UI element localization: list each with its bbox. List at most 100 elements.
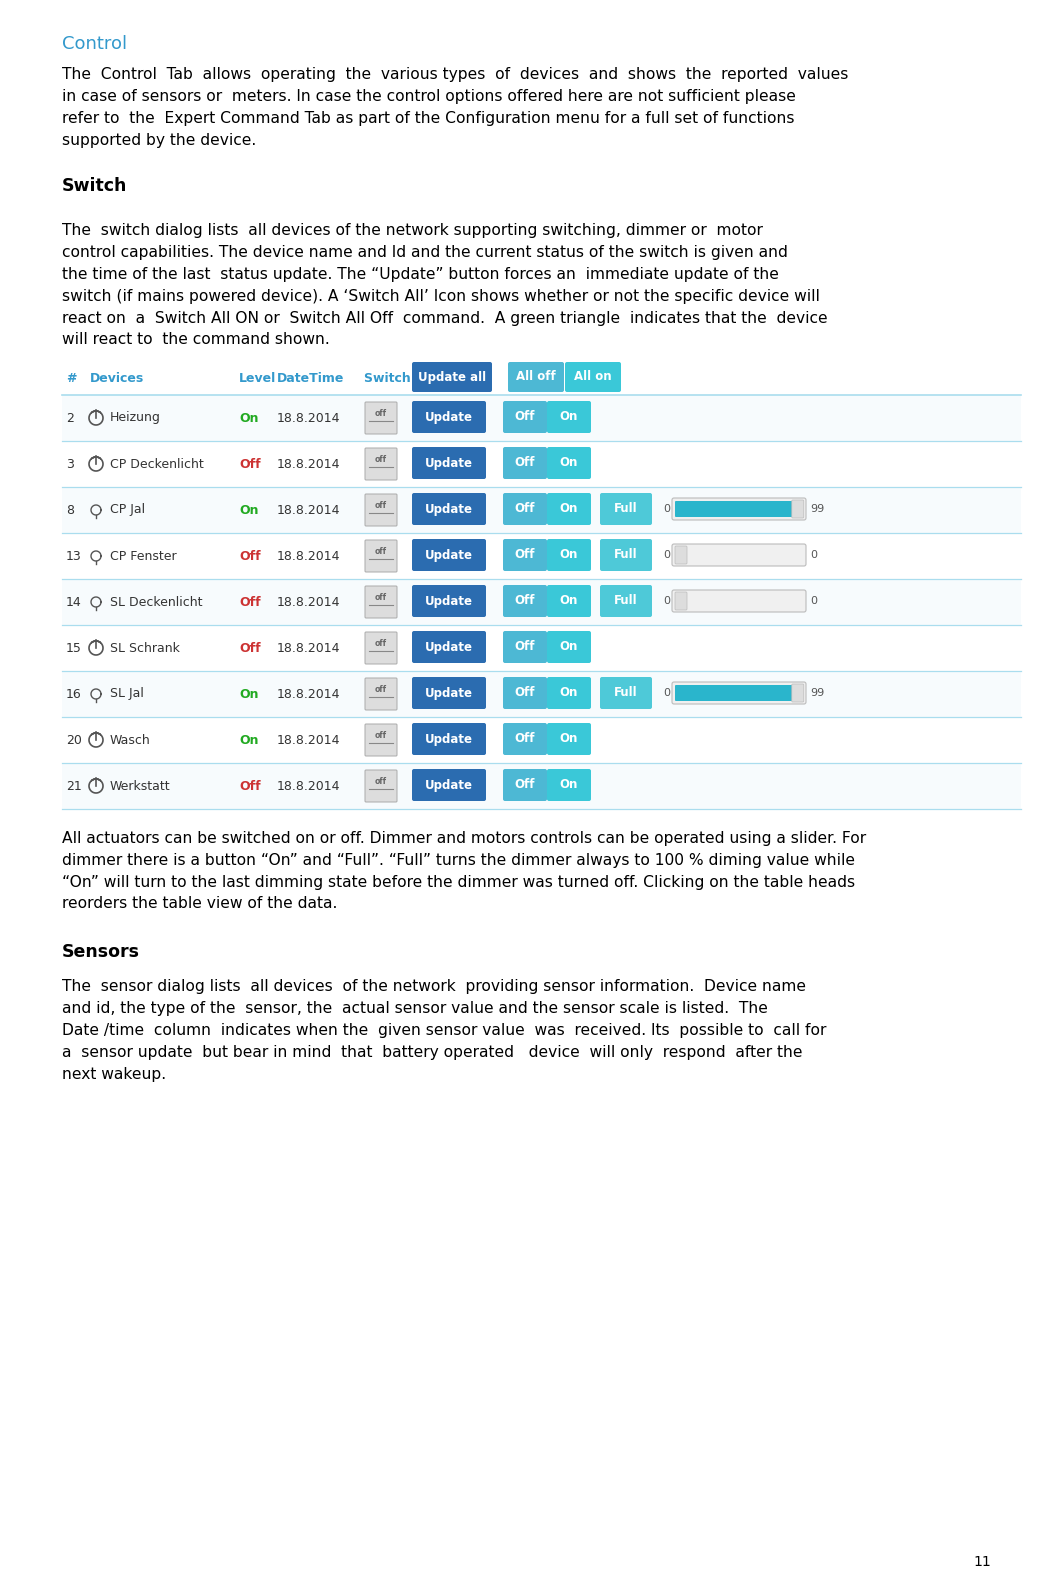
Text: On: On	[560, 686, 578, 700]
Text: #: #	[66, 372, 77, 385]
Text: a  sensor update  but bear in mind  that  battery operated   device  will only  : a sensor update but bear in mind that ba…	[62, 1044, 802, 1060]
Text: off: off	[375, 592, 388, 602]
Text: CP Deckenlicht: CP Deckenlicht	[110, 458, 203, 470]
Text: Off: Off	[239, 458, 261, 470]
Text: The  switch dialog lists  all devices of the network supporting switching, dimme: The switch dialog lists all devices of t…	[62, 222, 762, 238]
FancyBboxPatch shape	[508, 363, 564, 391]
FancyBboxPatch shape	[365, 632, 397, 664]
Bar	[62, 580, 1021, 626]
FancyBboxPatch shape	[412, 676, 486, 710]
Text: The  sensor dialog lists  all devices  of the network  providing sensor informat: The sensor dialog lists all devices of t…	[62, 979, 806, 993]
Text: reorders the table view of the data.: reorders the table view of the data.	[62, 897, 337, 911]
Text: 18.8.2014: 18.8.2014	[277, 779, 340, 792]
Text: Off: Off	[239, 642, 261, 654]
FancyBboxPatch shape	[547, 722, 591, 756]
Text: Update: Update	[425, 686, 473, 700]
Text: 0: 0	[663, 550, 670, 561]
Text: Level: Level	[239, 372, 276, 385]
FancyBboxPatch shape	[547, 539, 591, 570]
Text: SL Schrank: SL Schrank	[110, 642, 180, 654]
FancyBboxPatch shape	[672, 683, 806, 703]
Text: Off: Off	[515, 778, 535, 792]
Text: Switch: Switch	[62, 177, 127, 195]
FancyBboxPatch shape	[675, 684, 798, 702]
Text: 0: 0	[663, 596, 670, 607]
Text: Update: Update	[425, 594, 473, 608]
Bar	[62, 440, 1021, 486]
Text: Update: Update	[425, 732, 473, 746]
Text: On: On	[560, 410, 578, 423]
FancyBboxPatch shape	[503, 676, 547, 710]
Text: On: On	[560, 594, 578, 608]
Text: Update: Update	[425, 410, 473, 423]
Text: On: On	[560, 548, 578, 561]
FancyBboxPatch shape	[547, 630, 591, 664]
Text: react on  a  Switch All ON or  Switch All Off  command.  A green triangle  indic: react on a Switch All ON or Switch All O…	[62, 310, 828, 325]
Bar	[62, 763, 1021, 809]
FancyBboxPatch shape	[672, 543, 806, 565]
Text: All off: All off	[516, 371, 556, 383]
Text: All on: All on	[574, 371, 612, 383]
Text: Off: Off	[515, 456, 535, 469]
FancyBboxPatch shape	[675, 592, 687, 610]
FancyBboxPatch shape	[412, 584, 486, 618]
Text: On: On	[560, 778, 578, 792]
Text: On: On	[560, 502, 578, 515]
FancyBboxPatch shape	[365, 724, 397, 756]
Text: supported by the device.: supported by the device.	[62, 133, 256, 147]
Text: SL Jal: SL Jal	[110, 687, 144, 700]
Bar	[62, 672, 1021, 718]
Text: Wasch: Wasch	[110, 733, 151, 746]
Bar	[62, 532, 1021, 580]
Text: “On” will turn to the last dimming state before the dimmer was turned off. Click: “On” will turn to the last dimming state…	[62, 874, 855, 890]
FancyBboxPatch shape	[792, 684, 803, 702]
FancyBboxPatch shape	[365, 586, 397, 618]
FancyBboxPatch shape	[600, 584, 652, 618]
FancyBboxPatch shape	[503, 401, 547, 432]
Text: Update: Update	[425, 640, 473, 654]
Text: 18.8.2014: 18.8.2014	[277, 550, 340, 562]
Text: 18.8.2014: 18.8.2014	[277, 733, 340, 746]
Text: On: On	[560, 456, 578, 469]
Text: Update: Update	[425, 456, 473, 469]
Text: 20: 20	[66, 733, 82, 746]
Text: 18.8.2014: 18.8.2014	[277, 458, 340, 470]
Text: Update: Update	[425, 502, 473, 515]
Text: All actuators can be switched on or off. Dimmer and motors controls can be opera: All actuators can be switched on or off.…	[62, 830, 867, 846]
FancyBboxPatch shape	[412, 363, 492, 391]
FancyBboxPatch shape	[365, 770, 397, 802]
Text: On: On	[239, 733, 258, 746]
FancyBboxPatch shape	[412, 768, 486, 802]
FancyBboxPatch shape	[547, 493, 591, 524]
Text: 0: 0	[810, 550, 817, 561]
Text: Devices: Devices	[90, 372, 144, 385]
Text: off: off	[375, 455, 388, 464]
FancyBboxPatch shape	[547, 401, 591, 432]
Text: Off: Off	[515, 640, 535, 654]
FancyBboxPatch shape	[600, 676, 652, 710]
FancyBboxPatch shape	[503, 630, 547, 664]
Bar	[62, 394, 1021, 440]
FancyBboxPatch shape	[503, 539, 547, 570]
Text: and id, the type of the  sensor, the  actual sensor value and the sensor scale i: and id, the type of the sensor, the actu…	[62, 1001, 768, 1015]
Text: 0: 0	[663, 504, 670, 513]
Text: Update: Update	[425, 778, 473, 792]
FancyBboxPatch shape	[503, 768, 547, 802]
Text: Full: Full	[614, 594, 638, 608]
Text: off: off	[375, 730, 388, 740]
Text: in case of sensors or  meters. In case the control options offered here are not : in case of sensors or meters. In case th…	[62, 89, 796, 103]
FancyBboxPatch shape	[412, 401, 486, 432]
Text: dimmer there is a button “On” and “Full”. “Full” turns the dimmer always to 100 : dimmer there is a button “On” and “Full”…	[62, 852, 855, 868]
FancyBboxPatch shape	[672, 589, 806, 611]
Text: Update: Update	[425, 548, 473, 561]
Text: 18.8.2014: 18.8.2014	[277, 412, 340, 425]
Text: Off: Off	[239, 779, 261, 792]
Text: 14: 14	[66, 596, 82, 608]
Text: Off: Off	[515, 502, 535, 515]
Text: Off: Off	[515, 732, 535, 746]
Text: 18.8.2014: 18.8.2014	[277, 504, 340, 516]
Text: Control: Control	[62, 35, 127, 52]
Text: 18.8.2014: 18.8.2014	[277, 687, 340, 700]
Text: Off: Off	[515, 594, 535, 608]
FancyBboxPatch shape	[365, 678, 397, 710]
